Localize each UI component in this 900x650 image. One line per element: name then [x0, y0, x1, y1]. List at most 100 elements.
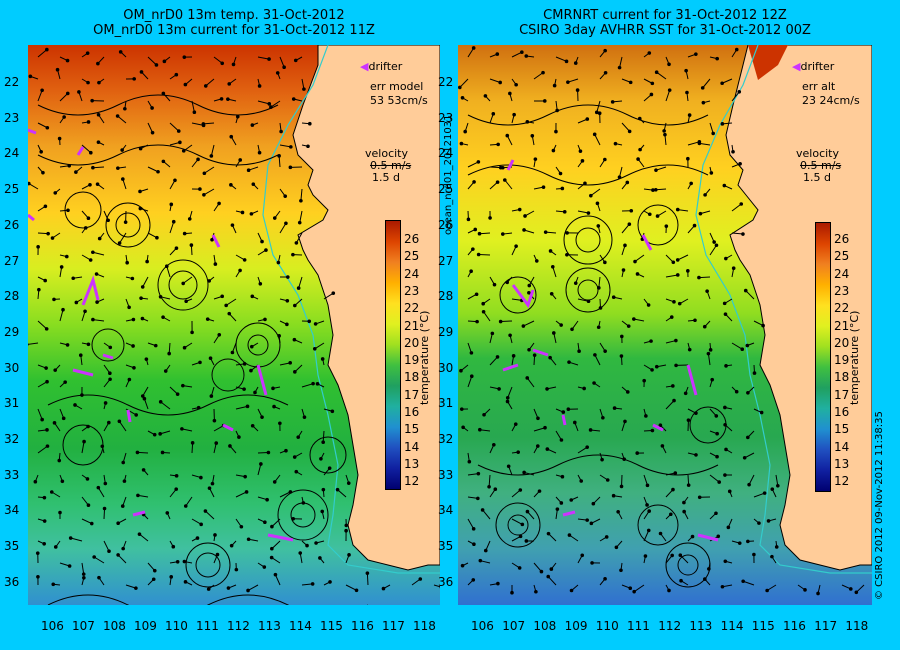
current-arrowhead	[726, 525, 731, 530]
land-mass	[292, 45, 440, 571]
lon-tick-label: 108	[103, 619, 126, 633]
current-arrowhead	[747, 482, 751, 487]
current-arrowhead	[181, 149, 186, 153]
current-arrowhead	[315, 382, 320, 386]
current-arrowhead	[267, 102, 272, 106]
current-arrowhead	[724, 256, 728, 261]
current-arrowhead	[174, 487, 179, 491]
current-arrow	[775, 474, 779, 486]
current-arrowhead	[155, 235, 159, 240]
current-arrow	[279, 491, 291, 498]
lat-tick-label: 33	[438, 467, 454, 482]
current-arrowhead	[469, 269, 473, 273]
current-arrowhead	[276, 260, 281, 265]
current-arrowhead	[381, 586, 386, 591]
current-arrowhead	[697, 141, 702, 146]
current-arrowhead	[28, 343, 29, 346]
current-arrowhead	[53, 545, 58, 549]
current-arrowhead	[164, 264, 169, 269]
current-arrowhead	[597, 286, 601, 290]
current-arrowhead	[625, 390, 630, 394]
current-arrowhead	[201, 122, 206, 126]
current-arrow	[93, 556, 105, 564]
current-arrowhead	[250, 423, 255, 428]
current-arrowhead	[527, 348, 531, 352]
current-arrowhead	[498, 319, 503, 324]
current-arrowhead	[123, 220, 128, 224]
current-arrow	[533, 427, 546, 432]
current-arrowhead	[471, 46, 476, 50]
current-arrowhead	[530, 133, 535, 138]
current-arrow	[37, 320, 48, 330]
current-arrowhead	[293, 303, 297, 308]
current-arrowhead	[752, 552, 756, 557]
current-arrowhead	[215, 552, 220, 557]
colorbar-tick-label: 23	[404, 283, 420, 298]
current-arrowhead	[74, 170, 78, 174]
current-arrow	[433, 584, 440, 588]
current-arrow	[298, 276, 303, 289]
current-arrowhead	[83, 226, 88, 230]
current-arrowhead	[603, 157, 607, 162]
drifter-legend-label: drifter	[800, 60, 835, 73]
current-arrowhead	[150, 130, 155, 135]
lon-tick-label: 115	[320, 619, 343, 633]
current-arrowhead	[62, 115, 66, 119]
current-arrowhead	[723, 405, 727, 410]
current-arrowhead	[203, 509, 208, 513]
current-arrow	[323, 292, 334, 300]
current-arrowhead	[42, 495, 47, 500]
current-arrowhead	[226, 97, 230, 101]
current-arrowhead	[663, 132, 667, 137]
current-arrowhead	[759, 410, 764, 415]
current-arrowhead	[474, 292, 479, 297]
current-arrowhead	[74, 300, 79, 305]
current-arrowhead	[162, 59, 167, 64]
current-arrowhead	[285, 298, 290, 303]
colorbar-tick-label: 26	[404, 232, 420, 246]
current-arrowhead	[217, 201, 221, 206]
current-arrowhead	[622, 457, 626, 461]
current-arrow	[731, 203, 742, 212]
current-arrowhead	[203, 84, 208, 88]
current-arrowhead	[522, 228, 526, 232]
right-velocity-scale-value: 0.5 m/s	[800, 159, 842, 172]
current-arrowhead	[687, 113, 692, 117]
colorbar-tick-label: 25	[404, 249, 420, 264]
current-arrowhead	[505, 280, 510, 285]
current-arrowhead	[472, 180, 476, 184]
current-arrowhead	[140, 394, 145, 398]
current-arrowhead	[354, 588, 359, 593]
current-arrowhead	[569, 498, 574, 502]
current-arrowhead	[685, 90, 689, 95]
colorbar-tick-label: 14	[404, 439, 420, 454]
current-arrow	[117, 115, 127, 124]
right-colorbar	[815, 222, 831, 492]
current-arrowhead	[270, 546, 274, 551]
current-arrowhead	[523, 214, 527, 218]
current-arrow	[596, 100, 601, 113]
current-arrowhead	[483, 94, 488, 98]
current-arrow	[665, 274, 678, 278]
current-arrowhead	[41, 170, 45, 175]
current-arrow	[274, 574, 281, 586]
lat-tick-label: 36	[4, 574, 20, 589]
current-arrowhead	[476, 496, 480, 501]
current-arrowhead	[675, 258, 680, 262]
current-arrowhead	[558, 171, 563, 176]
current-arrowhead	[577, 349, 581, 354]
current-arrowhead	[629, 208, 634, 213]
current-arrowhead	[298, 551, 303, 555]
colorbar-tick-label: 21	[404, 318, 420, 333]
current-arrowhead	[513, 422, 518, 426]
current-arrowhead	[250, 294, 255, 299]
current-arrowhead	[471, 527, 476, 531]
current-arrowhead	[245, 404, 250, 409]
current-arrowhead	[161, 159, 166, 164]
colorbar-tick-label: 12	[404, 474, 420, 489]
current-arrowhead	[603, 48, 607, 53]
lon-tick-label: 107	[72, 619, 95, 633]
current-arrowhead	[43, 278, 47, 283]
current-arrow	[37, 445, 48, 454]
current-arrowhead	[260, 239, 264, 244]
